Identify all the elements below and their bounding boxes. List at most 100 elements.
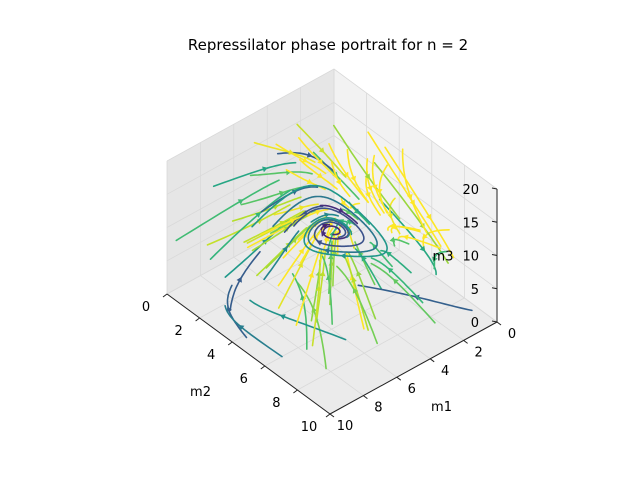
streamline [370,257,424,304]
m3-tick-label: 20 [462,183,479,198]
streamline-arrow [352,287,359,294]
m1-tick-mark [396,376,402,381]
m2-tick-mark [325,413,331,418]
streamline-arrow [422,233,428,239]
streamline [277,232,317,287]
axes-ticks: 0 2 4 6 8 10 0 2 4 6 8 10 0 5 10 15 20 [142,183,516,435]
streamline [310,213,340,223]
m2-tick-mark [162,293,168,298]
streamline-arrow [366,185,373,192]
m3-tick-mark [491,320,498,323]
m1-tick-label: 0 [508,327,516,342]
m3-tick-mark [491,287,498,290]
streamline-arrow [317,158,323,165]
m2-axis-line [166,293,331,415]
streamline-arrow [306,178,313,184]
streamline-arrow [316,240,323,246]
streamline [273,203,319,216]
m2-tick-label: 4 [207,348,215,363]
streamline-arrow [226,306,232,313]
m1-axis-line [329,321,498,415]
streamline-arrow [279,220,285,227]
m3-tick-mark [491,254,498,256]
streamline [336,265,379,345]
streamline [296,123,347,178]
streamline-arrow [338,207,344,213]
streamline-arrow [403,234,409,241]
m1-tick-mark [363,395,368,400]
m3-axis-label: m3 [433,250,454,265]
m1-tick-mark [329,413,335,418]
m1-tick-label: 2 [474,345,482,360]
streamline-arrow [329,231,335,237]
streamline-arrow [432,256,438,263]
streamline [253,141,316,163]
streamline-arrow [340,199,346,206]
streamline-arrow [371,184,378,190]
streamline-arrow [327,254,334,260]
streamline-arrow [299,205,305,211]
streamline [367,131,442,247]
m1-tick-mark [463,339,468,344]
m1-tick-mark [496,321,502,326]
streamline-arrow [324,247,330,254]
m3-tick-label: 10 [462,250,479,265]
streamline [319,204,359,225]
streamline-arrow [315,285,322,292]
m2-tick-mark [260,365,266,370]
streamline [229,251,261,312]
m2-tick-label: 0 [142,300,150,315]
streamline [275,143,327,175]
m2-tick-mark [195,317,200,322]
m2-tick-label: 2 [174,324,182,339]
gridline-m3 [166,68,498,190]
streamline-arrow [353,208,360,215]
streamline-arrow [321,230,327,237]
streamline-arrow [350,175,356,182]
m2-tick-label: 10 [301,420,318,435]
streamline [401,148,428,234]
axes-labels: m1 m2 m3 [190,250,453,416]
gridline-m3 [166,101,498,223]
streamline [341,208,359,221]
streamline-arrow [255,212,261,218]
m3-tick-mark [491,187,498,190]
streamline-arrow [238,325,245,331]
streamline-arrow [376,189,383,195]
m1-tick-mark [429,358,435,363]
streamline-arrow [321,223,328,229]
m2-tick-mark [227,341,233,346]
streamline [343,255,370,331]
streamline-arrow [364,173,370,180]
streamline-arrow [351,277,357,283]
streamline-arrow [387,267,394,274]
gridline-m3 [166,135,498,256]
streamline [326,227,339,256]
streamline-arrow [306,152,313,158]
streamline [283,205,324,233]
streamline-arrow [389,236,396,243]
chart-title: Repressilator phase portrait for n = 2 [188,36,468,54]
m2-tick-label: 8 [272,396,280,411]
gridline-m3 [166,201,498,323]
streamline-arrow [308,272,314,278]
streamline-arrow [365,192,371,198]
streamline-arrow [386,251,392,258]
streamline-arrow [387,213,394,219]
streamline [392,238,410,247]
streamline [249,171,313,177]
streamline [297,137,341,182]
streamline-arrow [262,166,268,173]
m1-axis-label: m1 [431,400,452,415]
streamline [315,249,327,323]
streamline-arrow [393,278,399,285]
streamline-arrow [345,208,352,214]
streamline-arrow [301,157,308,163]
m2-tick-mark [293,389,298,394]
streamline-arrow [409,199,415,206]
m1-tick-label: 4 [441,364,449,379]
streamline-arrow [236,276,242,283]
streamline-arrow [340,253,346,259]
streamline-arrow [426,213,432,220]
streamline [224,304,283,358]
